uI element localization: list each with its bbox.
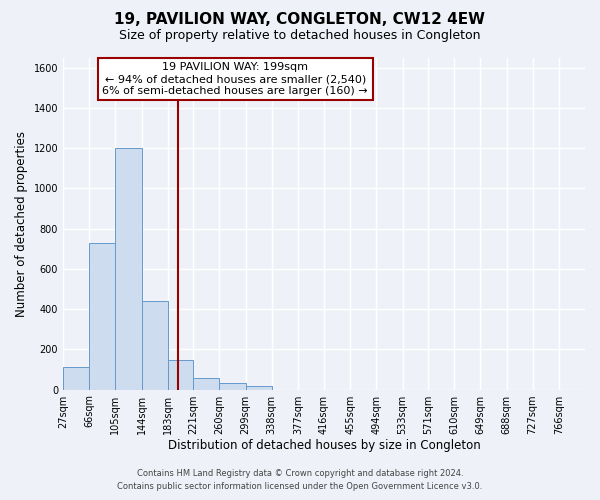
Bar bbox=[220, 382, 245, 390]
Y-axis label: Number of detached properties: Number of detached properties bbox=[15, 130, 28, 316]
Text: 19, PAVILION WAY, CONGLETON, CW12 4EW: 19, PAVILION WAY, CONGLETON, CW12 4EW bbox=[115, 12, 485, 28]
Bar bbox=[168, 360, 193, 390]
Bar bbox=[142, 301, 168, 390]
Bar bbox=[115, 148, 142, 390]
Text: Contains HM Land Registry data © Crown copyright and database right 2024.
Contai: Contains HM Land Registry data © Crown c… bbox=[118, 470, 482, 491]
Text: 19 PAVILION WAY: 199sqm
← 94% of detached houses are smaller (2,540)
6% of semi-: 19 PAVILION WAY: 199sqm ← 94% of detache… bbox=[103, 62, 368, 96]
Bar bbox=[245, 386, 272, 390]
Bar bbox=[89, 242, 115, 390]
Text: Size of property relative to detached houses in Congleton: Size of property relative to detached ho… bbox=[119, 29, 481, 42]
Bar bbox=[193, 378, 220, 390]
Bar bbox=[63, 368, 89, 390]
X-axis label: Distribution of detached houses by size in Congleton: Distribution of detached houses by size … bbox=[167, 440, 481, 452]
